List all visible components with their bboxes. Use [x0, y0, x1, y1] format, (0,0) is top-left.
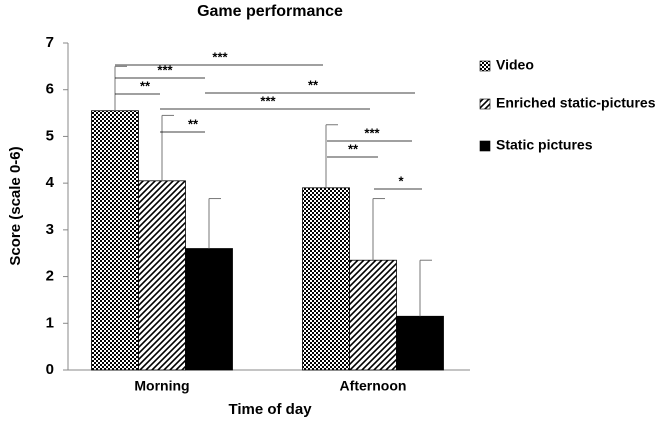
- significance-label: **: [308, 77, 319, 92]
- error-bar: [419, 259, 432, 317]
- significance-label: ***: [212, 49, 228, 64]
- bar: [302, 187, 350, 371]
- error-bar: [208, 198, 221, 249]
- x-tick-label: Morning: [134, 378, 189, 394]
- legend-label: Enriched static-pictures: [496, 95, 656, 111]
- significance-label: ***: [364, 125, 380, 140]
- y-tick-label: 3: [46, 221, 54, 238]
- y-tick-label: 0: [46, 361, 54, 378]
- legend-swatch: [479, 60, 491, 72]
- error-bar: [161, 114, 174, 181]
- bar: [138, 180, 186, 371]
- y-tick-label: 7: [46, 34, 54, 51]
- legend-swatch: [479, 98, 491, 110]
- y-tick-label: 6: [46, 81, 54, 98]
- x-tick-label: Afternoon: [340, 378, 407, 394]
- x-axis-label: Time of day: [228, 401, 312, 418]
- significance-label: **: [188, 116, 199, 131]
- significance-label: **: [140, 78, 151, 93]
- y-axis-label: Score (scale 0-6): [7, 146, 24, 265]
- error-bar: [372, 198, 385, 261]
- bar: [185, 248, 233, 371]
- significance-label: ***: [260, 93, 276, 108]
- y-tick-label: 4: [46, 174, 55, 191]
- error-bar: [325, 124, 338, 188]
- legend-swatch: [479, 140, 491, 152]
- bar: [396, 315, 444, 371]
- chart-title: Game performance: [197, 3, 343, 20]
- y-tick-label: 1: [46, 314, 54, 331]
- significance-label: **: [348, 141, 359, 156]
- y-tick-label: 5: [46, 127, 54, 144]
- significance-label: *: [398, 173, 404, 188]
- significance-label: ***: [157, 62, 173, 77]
- y-tick-label: 2: [46, 268, 54, 285]
- bar: [91, 110, 139, 371]
- bar: [349, 259, 397, 371]
- legend-label: Static pictures: [496, 137, 593, 153]
- error-bar: [114, 65, 127, 111]
- legend-label: Video: [496, 57, 534, 73]
